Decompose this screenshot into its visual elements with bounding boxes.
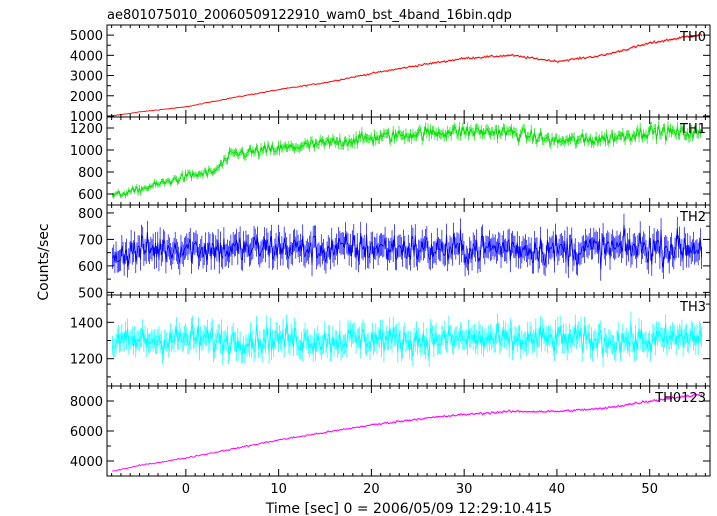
x-tick-label: 0: [182, 482, 190, 497]
y-tick-label-th0: 2000: [70, 90, 103, 105]
y-tick-label-th1: 1000: [70, 144, 103, 159]
series-th1: [112, 120, 703, 200]
y-axis-label: Counts/sec: [36, 223, 52, 300]
y-tick-label-th0: 4000: [70, 49, 103, 64]
errorbars-th0123: [112, 393, 702, 472]
x-tick-label: 40: [549, 482, 566, 497]
panel-label-th0123: TH0123: [654, 391, 706, 406]
panel-label-th2: TH2: [679, 210, 706, 225]
y-tick-label-th0: 3000: [70, 70, 103, 85]
series-th2: [112, 213, 703, 281]
series-th3: [112, 311, 703, 368]
y-tick-label-th0: 5000: [70, 29, 103, 44]
y-tick-label-th3: 1400: [70, 316, 103, 331]
panel-label-th3: TH3: [679, 300, 706, 315]
errorbars-th3: [112, 311, 702, 368]
y-tick-label-th2: 700: [78, 233, 103, 248]
y-tick-label-th2: 500: [78, 286, 103, 301]
y-tick-label-th0123: 6000: [70, 425, 103, 440]
y-tick-label-th0123: 4000: [70, 455, 103, 470]
panel-frame-th1: [106, 116, 711, 206]
x-axis-label: Time [sec] 0 = 2006/05/09 12:29:10.415: [265, 501, 552, 516]
y-tick-label-th3: 1200: [70, 353, 103, 368]
series-th0123: [112, 393, 702, 472]
panel-label-th0: TH0: [679, 30, 706, 45]
trace-th3: [112, 321, 703, 358]
errorbars-th1: [112, 120, 702, 200]
x-tick-label: 10: [270, 482, 287, 497]
y-tick-label-th0123: 8000: [70, 395, 103, 410]
x-tick-label: 50: [641, 482, 658, 497]
series-th0: [112, 33, 703, 117]
panel-label-th1: TH1: [679, 122, 706, 137]
trace-th1: [112, 124, 703, 198]
y-tick-label-th1: 800: [78, 166, 103, 181]
trace-th0123: [112, 393, 702, 472]
panel-frame-th0123: [106, 385, 711, 477]
trace-th0: [112, 33, 703, 117]
panel-frame-th0: [106, 24, 711, 118]
trace-th2: [112, 224, 703, 270]
chart-title: ae801075010_20060509122910_wam0_bst_4ban…: [107, 8, 512, 23]
y-tick-label-th2: 800: [78, 207, 103, 222]
y-tick-label-th2: 600: [78, 260, 103, 275]
y-tick-label-th1: 1200: [70, 122, 103, 137]
y-tick-label-th0: 1000: [70, 110, 103, 125]
x-tick-label: 30: [456, 482, 473, 497]
x-tick-label: 20: [363, 482, 380, 497]
y-tick-label-th1: 600: [78, 188, 103, 203]
